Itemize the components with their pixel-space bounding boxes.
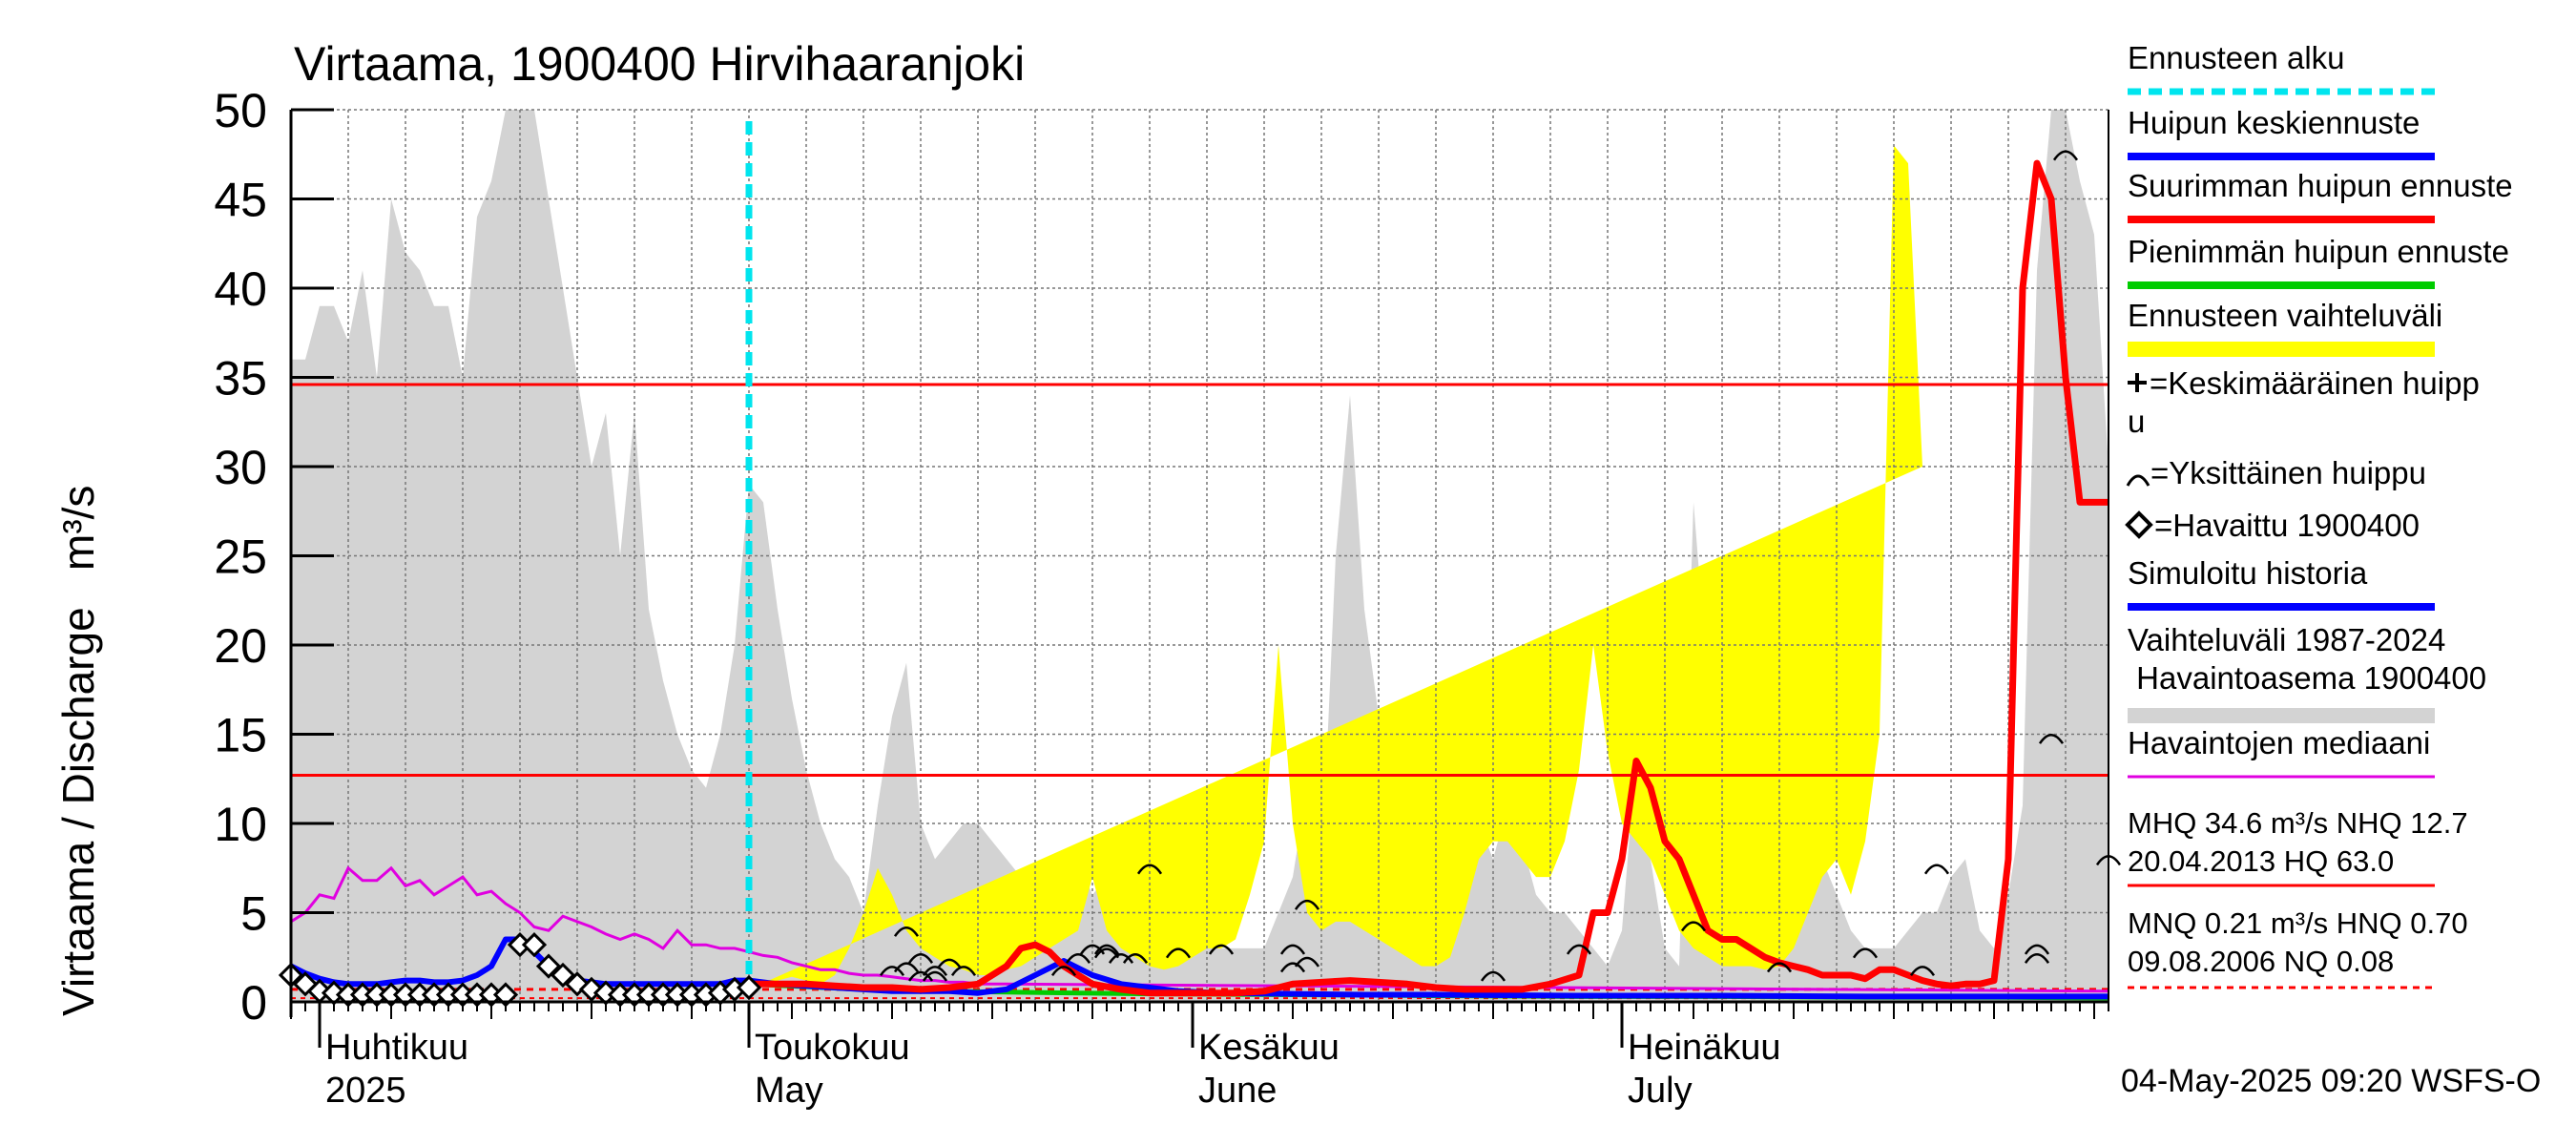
month-label-fi: Huhtikuu xyxy=(325,1028,468,1068)
legend-item-7-label: =Havaittu 1900400 xyxy=(2154,508,2420,543)
y-tick-label: 15 xyxy=(214,709,267,762)
peak-arc-marker xyxy=(2024,944,2050,955)
peak-arc-marker xyxy=(1480,970,1506,982)
y-tick-label: 50 xyxy=(214,84,267,137)
plot-area: 05101520253035404550Huhtikuu2025Toukokuu… xyxy=(214,84,2122,1111)
peak-arc-marker xyxy=(1165,947,1192,959)
observed-diamond-marker xyxy=(521,932,548,958)
month-label-en: June xyxy=(1198,1071,1277,1111)
stats-line-2: 20.04.2013 HQ 63.0 xyxy=(2128,844,2394,878)
legend-item-1-label: Huipun keskiennuste xyxy=(2128,105,2420,140)
legend-item-9-label2: Havaintoasema 1900400 xyxy=(2128,660,2486,696)
peak-arc-marker xyxy=(2024,953,2050,964)
y-tick-label: 30 xyxy=(214,441,267,494)
peak-arc-marker xyxy=(907,953,934,964)
month-label-en: May xyxy=(755,1071,823,1111)
legend: Ennusteen alku Huipun keskiennuste Suurimm… xyxy=(2125,40,2513,989)
peak-arc-marker xyxy=(922,970,948,982)
peak-arc-marker xyxy=(922,966,948,977)
stats-line-3: MNQ 0.21 m³/s HNQ 0.70 xyxy=(2128,906,2468,940)
max-peak-forecast-line xyxy=(749,159,2109,997)
peak-arc-marker xyxy=(1093,944,1120,955)
month-label-en: July xyxy=(1628,1071,1693,1111)
peak-arc-marker xyxy=(879,966,905,977)
legend-item-0-label: Ennusteen alku xyxy=(2128,40,2345,75)
legend-item-7-diamond-icon xyxy=(2125,510,2153,539)
legend-item-5-label2: u xyxy=(2128,404,2145,439)
observed-diamond-marker xyxy=(550,962,576,989)
legend-item-6-arc-icon xyxy=(2126,474,2150,487)
month-label-fi: Kesäkuu xyxy=(1198,1028,1340,1068)
chart-title: Virtaama, 1900400 Hirvihaaranjoki xyxy=(294,37,1025,91)
y-axis-label: Virtaama / Discharge m³/s xyxy=(53,486,103,1016)
peak-arc-marker xyxy=(2038,734,2065,744)
peak-arc-marker xyxy=(1923,864,1950,875)
stats-line-1: MHQ 34.6 m³/s NHQ 12.7 xyxy=(2128,806,2468,840)
peak-arc-marker xyxy=(1136,864,1163,875)
y-tick-label: 35 xyxy=(214,352,267,406)
stats-line-4: 09.08.2006 NQ 0.08 xyxy=(2128,945,2394,978)
legend-item-5-label: =Keskimääräinen huipp xyxy=(2150,365,2480,401)
y-tick-label: 25 xyxy=(214,531,267,584)
observed-diamond-marker xyxy=(736,974,762,1001)
footer-timestamp: 04-May-2025 09:20 WSFS-O xyxy=(2121,1063,2541,1099)
peak-arc-marker xyxy=(1909,966,1936,977)
legend-item-6-label: =Yksittäinen huippu xyxy=(2150,455,2426,490)
forecast-range-band xyxy=(749,145,1922,989)
observed-diamond-marker xyxy=(535,953,562,979)
y-tick-label: 40 xyxy=(214,262,267,316)
legend-item-10-label: Havaintojen mediaani xyxy=(2128,725,2430,760)
y-tick-label: 0 xyxy=(240,976,267,1030)
historical-range-band xyxy=(291,110,2109,1002)
peak-arc-marker xyxy=(1122,953,1149,964)
legend-item-2-label: Suurimman huipun ennuste xyxy=(2128,168,2513,203)
peak-arc-marker xyxy=(2052,150,2079,161)
peak-arc-marker xyxy=(1294,956,1320,968)
peak-arc-marker xyxy=(1852,947,1879,959)
peak-arc-marker xyxy=(1050,966,1077,977)
y-tick-label: 45 xyxy=(214,174,267,227)
peak-arc-marker xyxy=(893,926,920,937)
legend-item-4-label: Ennusteen vaihteluväli xyxy=(2128,298,2442,333)
y-tick-label: 5 xyxy=(240,887,267,941)
peak-arc-marker xyxy=(936,958,963,969)
peak-arc-marker xyxy=(1680,921,1707,932)
peak-arc-marker xyxy=(1208,944,1235,955)
month-label-fi: Heinäkuu xyxy=(1628,1028,1781,1068)
peak-arc-marker xyxy=(1279,962,1306,973)
peak-arc-marker xyxy=(1566,944,1592,955)
peak-arc-marker xyxy=(907,970,934,982)
peak-arc-marker xyxy=(950,966,977,977)
peak-arc-marker xyxy=(1279,944,1306,955)
y-tick-label: 10 xyxy=(214,798,267,851)
median-line xyxy=(290,865,2109,993)
peak-arc-marker xyxy=(1766,962,1793,973)
month-label-en: 2025 xyxy=(325,1071,406,1111)
legend-item-9-label: Vaihteluväli 1987-2024 xyxy=(2128,622,2445,657)
legend-item-3-label: Pienimmän huipun ennuste xyxy=(2128,234,2509,269)
peak-arc-marker xyxy=(1294,899,1320,910)
y-tick-label: 20 xyxy=(214,619,267,673)
legend-item-8-label: Simuloitu historia xyxy=(2128,555,2368,591)
peak-arc-marker xyxy=(1065,953,1091,964)
month-label-fi: Toukokuu xyxy=(755,1028,910,1068)
legend-item-5-plus-icon xyxy=(2128,373,2147,392)
peak-arc-marker xyxy=(893,962,920,973)
peak-arc-marker xyxy=(1108,953,1134,964)
